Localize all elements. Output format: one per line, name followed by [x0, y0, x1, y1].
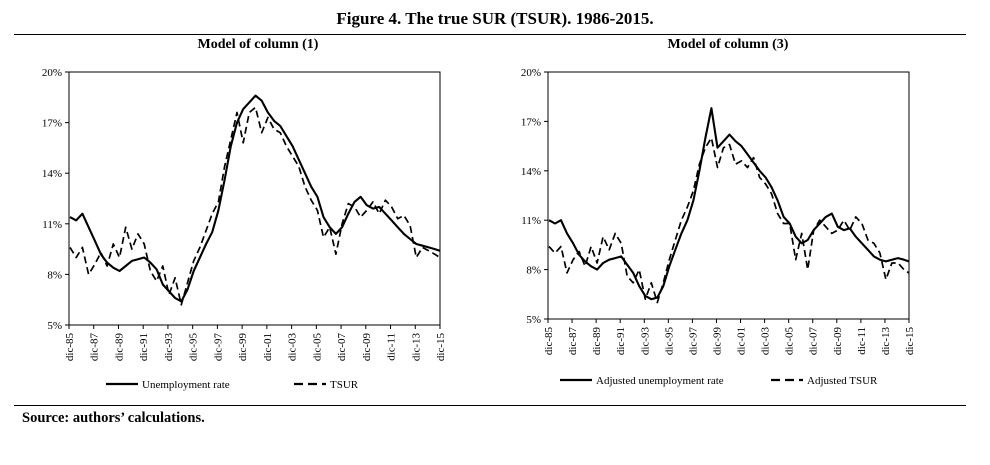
chart-2-x-tick-label: dic-05: [784, 327, 796, 356]
chart-1-x-tick-label: dic-87: [89, 333, 101, 362]
bottom-rule: [14, 405, 966, 406]
chart-2-x-tick-label: dic-03: [760, 327, 772, 356]
chart-1-x-tick-label: dic-93: [163, 333, 175, 362]
chart-1-x-tick-label: dic-05: [311, 333, 323, 362]
chart-2-y-tick-label: 5%: [526, 314, 541, 326]
chart-1-x-tick-label: dic-95: [188, 333, 200, 362]
chart-1-y-tick-label: 17%: [42, 118, 62, 130]
chart-1-x-tick-label: dic-85: [64, 333, 76, 362]
chart-2-y-tick-label: 20%: [521, 67, 541, 79]
chart-1-y-tick-label: 5%: [47, 320, 62, 332]
chart-right: 5% 8% 11% 14% 17% 20% dic-85 dic-87 dic-89 dic-91…: [521, 67, 916, 387]
chart-2-y-tick-label: 14%: [521, 166, 541, 178]
chart-2-x-tick-label: dic-95: [663, 327, 675, 356]
chart-1-plot-frame: [68, 71, 441, 326]
chart-2-x-tick-label: dic-07: [808, 327, 820, 356]
chart-2-y-tick-label: 11%: [521, 215, 541, 227]
chart-2-y-tick-label: 17%: [521, 116, 541, 128]
chart-2-series-1-line: [548, 107, 910, 301]
chart-left: 5% 8% 11% 14% 17% 20% dic-85 dic-87 dic-89 dic-91…: [42, 67, 447, 391]
chart-2-x-tick-label: dic-89: [591, 327, 603, 356]
chart-2-x-tick-label: dic-15: [904, 327, 916, 356]
chart-2-x-tick-label: dic-99: [711, 327, 723, 356]
chart-1-x-tick-label: dic-03: [287, 333, 299, 362]
chart-2-x-tick-label: dic-09: [832, 327, 844, 356]
chart-1-x-tick-label: dic-89: [113, 333, 125, 362]
chart-1-x-tick-label: dic-99: [237, 333, 249, 362]
chart-2-x-tick-label: dic-87: [567, 327, 579, 356]
chart-2-x-tick-label: dic-11: [856, 327, 868, 355]
chart-1-x-tick-label: dic-01: [262, 333, 274, 361]
chart-2-x-tick-label: dic-93: [639, 327, 651, 356]
chart-1-legend-label-2: TSUR: [330, 379, 359, 391]
chart-1-x-tick-label: dic-91: [138, 333, 150, 361]
chart-1-y-tick-label: 11%: [42, 219, 62, 231]
panel-title-left: Model of column (1): [197, 37, 319, 52]
chart-1-x-tick-label: dic-11: [386, 333, 398, 361]
chart-1-series-1-line: [69, 94, 441, 303]
chart-1-series-2-line: [69, 106, 441, 306]
chart-2-y-tick-label: 8%: [526, 265, 541, 277]
chart-2-x-tick-label: dic-97: [687, 327, 699, 356]
chart-1-y-tick-label: 8%: [47, 269, 62, 281]
chart-1-x-tick-label: dic-15: [435, 333, 447, 362]
panel-title-right: Model of column (3): [667, 37, 789, 52]
chart-2-x-tick-label: dic-85: [543, 327, 555, 356]
chart-1-x-tick-label: dic-13: [410, 333, 422, 362]
chart-1-x-tick-label: dic-09: [361, 333, 373, 362]
chart-1-y-tick-label: 14%: [42, 168, 62, 180]
chart-2-x-tick-label: dic-01: [736, 327, 748, 355]
figure-title: Figure 4. The true SUR (TSUR). 1986-2015…: [336, 9, 654, 28]
chart-1-x-tick-label: dic-97: [212, 333, 224, 362]
top-rule: [14, 34, 966, 35]
chart-1-x-tick-label: dic-07: [336, 333, 348, 362]
chart-2-legend-label-2: Adjusted TSUR: [807, 375, 878, 387]
chart-2-plot-frame: [547, 71, 910, 320]
chart-2-legend-label-1: Adjusted unemployment rate: [596, 375, 724, 387]
chart-1-legend-label-1: Unemployment rate: [142, 379, 230, 391]
chart-2-x-tick-label: dic-13: [880, 327, 892, 356]
chart-2-x-tick-label: dic-91: [615, 327, 627, 355]
chart-2-series-2-line: [548, 137, 910, 304]
chart-1-y-tick-label: 20%: [42, 67, 62, 79]
source-note: Source: authors’ calculations.: [22, 410, 205, 426]
